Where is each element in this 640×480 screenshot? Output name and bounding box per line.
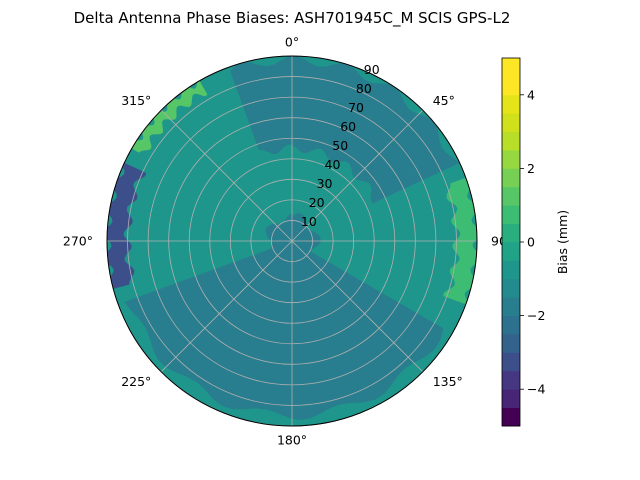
angular-gridline-315 — [160, 109, 293, 242]
colorbar-band — [502, 94, 520, 114]
colorbar-band — [502, 186, 520, 206]
polar-grid — [106, 55, 478, 427]
radial-tick-label: 30 — [317, 176, 333, 191]
radial-tick-label: 10 — [301, 214, 317, 229]
colorbar-tick-label: −2 — [527, 308, 545, 323]
colorbar-band — [502, 76, 520, 96]
colorbar-band — [502, 150, 520, 169]
colorbar-tick-label: 2 — [527, 161, 535, 176]
colorbar-band — [502, 131, 520, 151]
angular-tick-label: 180° — [277, 433, 307, 448]
colorbar-band — [502, 168, 520, 188]
angular-gridline-225 — [160, 240, 293, 373]
region-ne-edge — [130, 77, 208, 153]
colorbar-band — [502, 315, 520, 335]
colorbar-band — [502, 260, 520, 280]
region-east-edge — [443, 177, 477, 306]
colorbar-tick-label: −4 — [527, 382, 545, 397]
colorbar-band — [502, 223, 520, 243]
angular-gridline-45 — [291, 109, 424, 242]
colorbar-band — [502, 297, 520, 316]
angular-tick-label: 225° — [121, 374, 151, 389]
radial-tick-label: 40 — [325, 157, 341, 172]
angular-tick-label: 270° — [63, 234, 93, 249]
colorbar-band — [502, 58, 520, 77]
angular-tick-label: 135° — [433, 374, 463, 389]
radial-tick-label: 50 — [332, 138, 348, 153]
colorbar-band — [502, 389, 520, 408]
angular-tick-labels: 0°45°90°135°180°225°270°315° — [63, 35, 513, 448]
polar-frame — [106, 55, 478, 427]
radial-tick-label: 80 — [356, 81, 372, 96]
angular-tick-label: 315° — [121, 93, 151, 108]
chart-title: Delta Antenna Phase Biases: ASH701945C_M… — [74, 9, 511, 28]
radial-tick-label: 90 — [364, 62, 380, 77]
angular-gridline-135 — [291, 240, 424, 373]
colorbar-band — [502, 242, 520, 261]
radial-tick-label: 60 — [340, 119, 356, 134]
radial-tick-label: 20 — [309, 195, 325, 210]
colorbar-band — [502, 352, 520, 372]
region-west-edge — [107, 161, 147, 289]
colorbar-band — [502, 205, 520, 224]
radial-tick-label: 70 — [348, 100, 364, 115]
angular-tick-label: 0° — [285, 35, 299, 50]
colorbar-label: Bias (mm) — [555, 210, 570, 274]
colorbar-band — [502, 407, 520, 427]
colorbar: −4 −2 0 2 4 — [501, 57, 545, 427]
colorbar-tick-label: 0 — [527, 235, 535, 250]
colorbar-tick-label: 4 — [527, 87, 535, 102]
colorbar-band — [502, 278, 520, 298]
colorbar-band — [502, 113, 520, 132]
region-south-band — [124, 243, 444, 420]
colorbar-band — [502, 370, 520, 390]
colorbar-band — [502, 334, 520, 353]
angular-tick-label: 45° — [433, 93, 455, 108]
radial-tick-labels: 10 20 30 40 50 60 70 80 90 — [301, 62, 380, 229]
